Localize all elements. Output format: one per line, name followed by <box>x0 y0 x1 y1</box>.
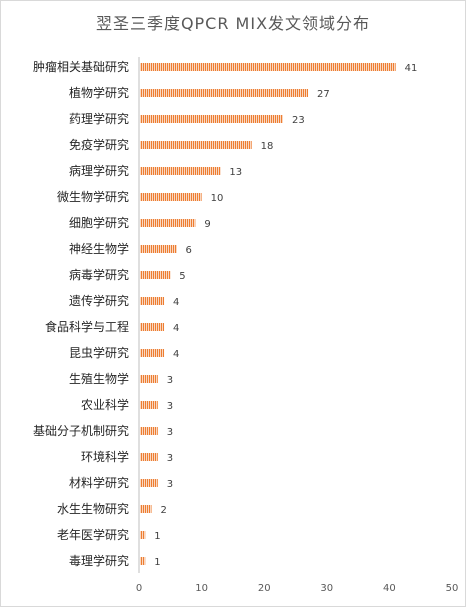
category-label: 病理学研究 <box>69 163 129 178</box>
data-label: 3 <box>167 401 173 412</box>
category-label: 昆虫学研究 <box>69 345 129 360</box>
data-label: 3 <box>167 427 173 438</box>
data-label: 3 <box>167 375 173 386</box>
category-label: 病毒学研究 <box>69 267 129 282</box>
data-label: 4 <box>173 323 179 334</box>
x-tick-label: 50 <box>446 583 459 594</box>
data-label: 23 <box>292 115 305 126</box>
bar <box>140 323 165 331</box>
bar <box>140 505 152 513</box>
bar <box>140 375 158 383</box>
x-tick-label: 20 <box>258 583 271 594</box>
category-label: 微生物学研究 <box>57 189 129 204</box>
category-label: 水生生物研究 <box>57 501 129 516</box>
x-tick-label: 40 <box>383 583 396 594</box>
category-label: 农业科学 <box>81 397 129 412</box>
category-label: 基础分子机制研究 <box>33 423 129 438</box>
category-label: 生殖生物学 <box>69 371 129 386</box>
category-label: 药理学研究 <box>69 111 129 126</box>
data-label: 27 <box>317 89 330 100</box>
category-label: 材料学研究 <box>69 475 129 490</box>
category-label: 细胞学研究 <box>69 215 129 230</box>
category-label: 毒理学研究 <box>69 553 129 568</box>
data-label: 1 <box>154 557 160 568</box>
bar <box>140 63 396 71</box>
bar <box>140 401 158 409</box>
bar <box>140 141 252 149</box>
x-tick-label: 30 <box>320 583 333 594</box>
data-label: 13 <box>229 167 242 178</box>
data-label: 4 <box>173 297 179 308</box>
bar <box>140 349 165 357</box>
bar <box>140 297 165 305</box>
bar <box>140 271 171 279</box>
category-label: 老年医学研究 <box>57 527 129 542</box>
bar <box>140 531 146 539</box>
bar <box>140 193 202 201</box>
data-label: 9 <box>204 219 210 230</box>
data-label: 2 <box>161 505 167 516</box>
data-label: 41 <box>405 63 418 74</box>
bar <box>140 557 146 565</box>
bar <box>140 115 283 123</box>
data-label: 1 <box>154 531 160 542</box>
category-label: 环境科学 <box>81 449 129 464</box>
data-label: 3 <box>167 453 173 464</box>
category-label: 植物学研究 <box>69 85 129 100</box>
data-label: 18 <box>261 141 274 152</box>
data-label: 3 <box>167 479 173 490</box>
bar <box>140 245 177 253</box>
x-tick-label: 10 <box>195 583 208 594</box>
category-label: 遗传学研究 <box>69 293 129 308</box>
bar <box>140 479 158 487</box>
bar <box>140 427 158 435</box>
category-label: 食品科学与工程 <box>45 319 129 334</box>
bar <box>140 89 309 97</box>
category-label: 肿瘤相关基础研究 <box>33 59 129 74</box>
data-label: 4 <box>173 349 179 360</box>
bar <box>140 453 158 461</box>
category-label: 免疫学研究 <box>69 137 129 152</box>
chart-title: 翌圣三季度QPCR MIX发文领域分布 <box>95 14 371 33</box>
category-label: 神经生物学 <box>69 241 129 256</box>
data-label: 6 <box>186 245 192 256</box>
bar <box>140 167 221 175</box>
data-label: 10 <box>211 193 224 204</box>
x-tick-label: 0 <box>136 583 142 594</box>
bar <box>140 219 196 227</box>
data-label: 5 <box>179 271 185 282</box>
